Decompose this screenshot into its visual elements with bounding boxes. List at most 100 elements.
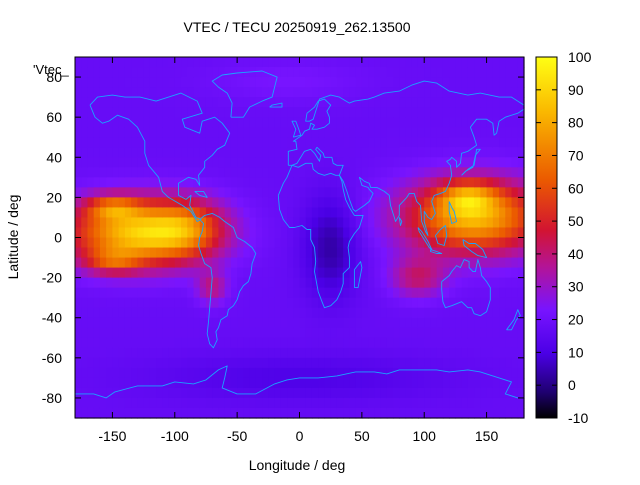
heatmap-cell bbox=[81, 257, 89, 269]
heatmap-cell bbox=[193, 277, 201, 289]
heatmap-cell bbox=[311, 387, 319, 399]
heatmap-cell bbox=[305, 127, 313, 138]
heatmap-cell bbox=[181, 337, 188, 349]
heatmap-cell bbox=[311, 267, 319, 279]
heatmap-cell bbox=[262, 367, 269, 379]
heatmap-cell bbox=[124, 147, 132, 158]
heatmap-cell bbox=[212, 247, 220, 259]
heatmap-cell bbox=[87, 177, 95, 188]
heatmap-cell bbox=[280, 307, 288, 319]
heatmap-cell bbox=[81, 227, 89, 239]
heatmap-cell bbox=[405, 87, 413, 98]
heatmap-cell bbox=[299, 377, 307, 389]
heatmap-cell bbox=[262, 217, 269, 229]
heatmap-cell bbox=[174, 357, 182, 369]
heatmap-cell bbox=[505, 257, 513, 269]
heatmap-cell bbox=[380, 347, 388, 359]
heatmap-cell bbox=[124, 67, 132, 78]
heatmap-cell bbox=[349, 137, 357, 148]
heatmap-cell bbox=[386, 237, 394, 249]
heatmap-cell bbox=[380, 217, 388, 229]
heatmap-cell bbox=[499, 107, 506, 118]
heatmap-cell bbox=[93, 297, 101, 309]
heatmap-cell bbox=[149, 97, 157, 108]
heatmap-cell bbox=[137, 107, 145, 118]
heatmap-cell bbox=[430, 257, 438, 269]
heatmap-cell bbox=[361, 397, 369, 409]
heatmap-cell bbox=[131, 377, 138, 389]
heatmap-cell bbox=[243, 197, 251, 209]
heatmap-cell bbox=[224, 367, 232, 379]
heatmap-cell bbox=[274, 107, 282, 118]
heatmap-cell bbox=[187, 337, 195, 349]
heatmap-cell bbox=[517, 297, 525, 309]
heatmap-cell bbox=[99, 367, 107, 379]
heatmap-cell bbox=[349, 57, 357, 68]
heatmap-cell bbox=[374, 247, 382, 259]
heatmap-cell bbox=[156, 197, 163, 209]
heatmap-cell bbox=[187, 247, 195, 259]
heatmap-cell bbox=[430, 387, 438, 399]
heatmap-cell bbox=[287, 277, 294, 289]
heatmap-cell bbox=[230, 107, 238, 118]
heatmap-cell bbox=[237, 407, 244, 419]
heatmap-cell bbox=[449, 297, 457, 309]
heatmap-cell bbox=[393, 107, 400, 118]
heatmap-cell bbox=[499, 257, 506, 269]
heatmap-cell bbox=[93, 247, 101, 259]
heatmap-cell bbox=[262, 97, 269, 108]
heatmap-cell bbox=[93, 327, 101, 339]
heatmap-cell bbox=[424, 107, 432, 118]
heatmap-cell bbox=[162, 127, 170, 138]
heatmap-cell bbox=[237, 327, 244, 339]
heatmap-cell bbox=[106, 67, 114, 78]
heatmap-cell bbox=[417, 177, 425, 188]
heatmap-cell bbox=[193, 297, 201, 309]
heatmap-cell bbox=[143, 377, 151, 389]
heatmap-cell bbox=[99, 357, 107, 369]
heatmap-cell bbox=[374, 207, 382, 219]
heatmap-cell bbox=[505, 307, 513, 319]
heatmap-cell bbox=[237, 197, 244, 209]
heatmap-cell bbox=[417, 367, 425, 379]
heatmap-cell bbox=[324, 217, 332, 229]
heatmap-cell bbox=[393, 117, 400, 128]
heatmap-cell bbox=[112, 157, 120, 168]
heatmap-cell bbox=[480, 407, 488, 419]
heatmap-cell bbox=[324, 317, 332, 329]
heatmap-cell bbox=[349, 277, 357, 289]
heatmap-cell bbox=[299, 247, 307, 259]
heatmap-cell bbox=[355, 147, 363, 158]
heatmap-cell bbox=[467, 377, 475, 389]
heatmap-cell bbox=[187, 317, 195, 329]
heatmap-cell bbox=[405, 387, 413, 399]
heatmap-cell bbox=[343, 177, 350, 188]
heatmap-cell bbox=[81, 367, 89, 379]
heatmap-cell bbox=[417, 247, 425, 259]
heatmap-cell bbox=[243, 337, 251, 349]
heatmap-cell bbox=[81, 217, 89, 229]
heatmap-cell bbox=[517, 237, 525, 249]
heatmap-cell bbox=[474, 227, 481, 239]
heatmap-cell bbox=[492, 267, 500, 279]
heatmap-cell bbox=[199, 257, 207, 269]
heatmap-cell bbox=[486, 187, 494, 198]
heatmap-cell bbox=[230, 287, 238, 299]
heatmap-cell bbox=[212, 57, 220, 68]
heatmap-cell bbox=[249, 177, 257, 188]
heatmap-cell bbox=[255, 187, 263, 198]
heatmap-cell bbox=[386, 157, 394, 168]
heatmap-cell bbox=[436, 117, 444, 128]
heatmap-cell bbox=[517, 277, 525, 289]
heatmap-cell bbox=[118, 197, 126, 209]
heatmap-cell bbox=[430, 267, 438, 279]
heatmap-cell bbox=[361, 67, 369, 78]
heatmap-cell bbox=[324, 287, 332, 299]
heatmap-cell bbox=[149, 117, 157, 128]
heatmap-cell bbox=[374, 57, 382, 68]
heatmap-cell bbox=[174, 67, 182, 78]
heatmap-cell bbox=[87, 397, 95, 409]
heatmap-cell bbox=[318, 247, 326, 259]
heatmap-cell bbox=[75, 207, 82, 219]
heatmap-cell bbox=[474, 347, 481, 359]
